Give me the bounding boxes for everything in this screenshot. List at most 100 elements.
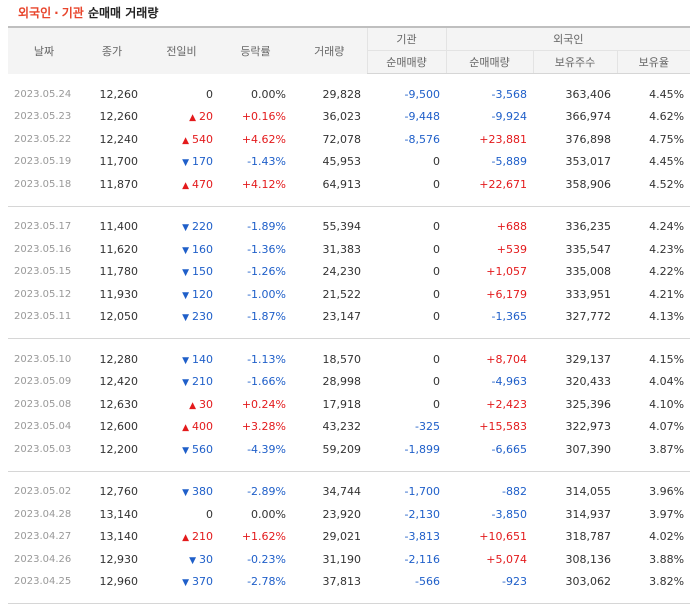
table-row: 2023.05.10 12,280 ▼ 140 -1.13% 18,570 0 +8,704 3… xyxy=(8,348,690,371)
institution-net-cell: -9,448 xyxy=(404,110,440,124)
institution-net-cell: 0 xyxy=(433,287,440,301)
foreign-net-cell: +2,423 xyxy=(486,397,527,411)
change-cell: ▼ 380 xyxy=(144,481,219,504)
title-suffix: 순매매 거래량 xyxy=(87,6,159,20)
change-value: 120 xyxy=(192,287,213,301)
volume-cell: 37,813 xyxy=(322,575,362,589)
foreign-holdings-cell: 329,137 xyxy=(565,352,612,366)
close-cell: 12,960 xyxy=(99,575,139,589)
date-cell: 2023.05.19 xyxy=(14,156,72,168)
down-triangle-icon: ▼ xyxy=(182,290,189,301)
foreign-ratio-cell: 3.87% xyxy=(649,442,685,456)
close-cell: 12,240 xyxy=(99,132,139,146)
foreign-net-cell: +6,179 xyxy=(486,287,527,301)
foreign-net-cell: +15,583 xyxy=(479,420,527,434)
foreign-holdings-cell: 325,396 xyxy=(565,397,612,411)
rate-cell: +4.12% xyxy=(241,177,286,191)
change-cell: 0 xyxy=(144,83,219,106)
col-foreign-holdings: 보유주수 xyxy=(532,50,617,74)
institution-net-cell: -8,576 xyxy=(404,132,440,146)
foreign-ratio-cell: 4.45% xyxy=(649,87,685,101)
change-value: 370 xyxy=(192,575,213,589)
col-rate: 등락률 xyxy=(219,26,292,74)
row-divider xyxy=(8,593,691,604)
volume-cell: 36,023 xyxy=(322,110,362,124)
row-divider xyxy=(8,471,690,481)
volume-cell: 23,920 xyxy=(322,507,362,521)
change-value: 220 xyxy=(192,220,213,234)
date-cell: 2023.05.12 xyxy=(14,288,72,300)
title-institution: 기관 xyxy=(61,6,84,20)
foreign-holdings-cell: 376,898 xyxy=(565,132,612,146)
institution-net-cell: -3,813 xyxy=(404,530,440,544)
institution-net-cell: -566 xyxy=(415,575,440,589)
change-value: 30 xyxy=(199,397,213,411)
close-cell: 12,280 xyxy=(99,352,139,366)
table-row: 2023.05.24 12,260 0 0.00% 29,828 -9,500 -3,568… xyxy=(8,83,690,106)
foreign-holdings-cell: 314,937 xyxy=(565,507,612,521)
rate-cell: -4.39% xyxy=(247,442,286,456)
close-cell: 12,260 xyxy=(99,87,139,101)
investor-trading-table: 날짜 종가 전일비 등락률 거래량 기관 외국인 순매매량 순매매량 보유주수 … xyxy=(8,26,691,604)
close-cell: 11,780 xyxy=(99,265,139,279)
close-cell: 12,050 xyxy=(99,310,139,324)
rate-cell: -1.36% xyxy=(247,242,286,256)
date-cell: 2023.05.15 xyxy=(14,266,72,278)
table-row: 2023.05.04 12,600 ▲ 400 +3.28% 43,232 -325 +15,… xyxy=(8,416,690,439)
institution-net-cell: 0 xyxy=(433,375,440,389)
foreign-net-cell: -882 xyxy=(502,485,527,499)
rate-cell: -2.78% xyxy=(247,575,286,589)
close-cell: 12,600 xyxy=(99,420,139,434)
down-triangle-icon: ▼ xyxy=(182,313,189,324)
volume-cell: 29,021 xyxy=(322,530,362,544)
rate-cell: -0.23% xyxy=(247,552,286,566)
foreign-ratio-cell: 4.13% xyxy=(649,310,685,324)
change-cell: ▲ 400 xyxy=(144,416,219,439)
volume-cell: 64,913 xyxy=(322,177,362,191)
table-body: 2023.05.24 12,260 0 0.00% 29,828 -9,500 -3,568… xyxy=(8,74,691,604)
table-row: 2023.04.26 12,930 ▼ 30 -0.23% 31,190 -2,116 +5,… xyxy=(8,548,690,571)
change-cell: ▼ 230 xyxy=(144,306,219,329)
change-value: 560 xyxy=(192,442,213,456)
foreign-ratio-cell: 3.82% xyxy=(649,575,685,589)
date-cell: 2023.05.24 xyxy=(14,88,72,100)
change-value: 160 xyxy=(192,242,213,256)
up-triangle-icon: ▲ xyxy=(182,423,189,434)
table-row: 2023.05.11 12,050 ▼ 230 -1.87% 23,147 0 -1,365 3… xyxy=(8,306,690,329)
row-divider xyxy=(8,460,691,472)
close-cell: 11,930 xyxy=(99,287,139,301)
institution-net-cell: -9,500 xyxy=(404,87,440,101)
change-cell: ▲ 30 xyxy=(144,393,219,416)
date-cell: 2023.05.09 xyxy=(14,376,72,388)
rate-cell: +3.28% xyxy=(241,420,286,434)
foreign-net-cell: +539 xyxy=(496,242,527,256)
change-value: 540 xyxy=(192,132,213,146)
change-cell: ▼ 140 xyxy=(144,348,219,371)
volume-cell: 43,232 xyxy=(322,420,362,434)
foreign-holdings-cell: 327,772 xyxy=(565,310,612,324)
foreign-holdings-cell: 333,951 xyxy=(565,287,612,301)
down-triangle-icon: ▼ xyxy=(182,158,189,169)
rate-cell: -1.26% xyxy=(247,265,286,279)
row-divider xyxy=(8,74,690,84)
volume-cell: 21,522 xyxy=(322,287,362,301)
change-cell: ▼ 220 xyxy=(144,216,219,239)
date-cell: 2023.05.08 xyxy=(14,398,72,410)
foreign-ratio-cell: 3.96% xyxy=(649,485,685,499)
change-value: 470 xyxy=(192,177,213,191)
rate-cell: -1.00% xyxy=(247,287,286,301)
foreign-ratio-cell: 4.75% xyxy=(649,132,685,146)
rate-cell: -1.13% xyxy=(247,352,286,366)
institution-net-cell: 0 xyxy=(433,352,440,366)
close-cell: 12,630 xyxy=(99,397,139,411)
institution-net-cell: 0 xyxy=(433,242,440,256)
foreign-net-cell: -9,924 xyxy=(491,110,527,124)
foreign-holdings-cell: 314,055 xyxy=(565,485,612,499)
change-cell: ▼ 150 xyxy=(144,261,219,284)
down-triangle-icon: ▼ xyxy=(182,578,189,589)
date-cell: 2023.05.02 xyxy=(14,486,72,498)
col-foreign-ratio: 보유율 xyxy=(616,50,691,74)
col-foreign-net: 순매매량 xyxy=(445,50,533,74)
change-value: 400 xyxy=(192,420,213,434)
change-cell: ▲ 540 xyxy=(144,128,219,151)
